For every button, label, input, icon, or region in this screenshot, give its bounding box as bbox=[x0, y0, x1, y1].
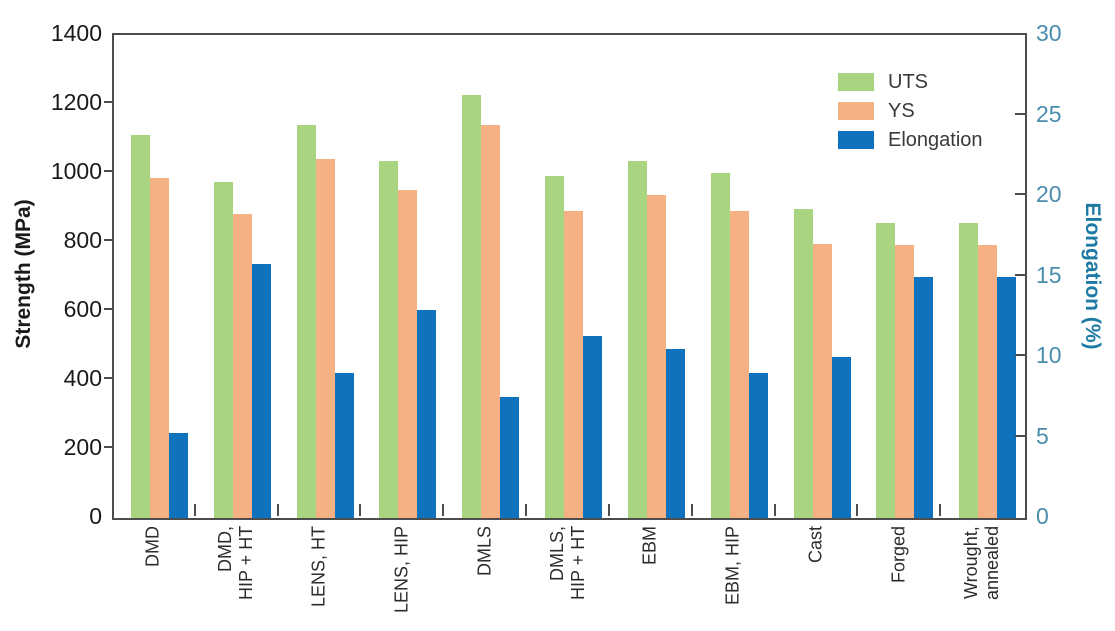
bar-ys-dmls bbox=[481, 124, 501, 518]
bar-elongation-lens-hip bbox=[417, 310, 437, 518]
right-axis-tick-30: 30 bbox=[1036, 20, 1062, 46]
legend-item-ys: YS bbox=[838, 101, 983, 121]
bar-ys-dmd bbox=[150, 178, 169, 518]
bar-elongation-dmd bbox=[169, 432, 188, 518]
bar-uts-lens-ht bbox=[296, 124, 316, 518]
bar-ys-lens-ht bbox=[315, 159, 335, 518]
legend-label-ys: YS bbox=[888, 100, 915, 122]
x-axis-label-lens-hip: LENS, HIP bbox=[391, 526, 412, 614]
right-axis-tick-5: 5 bbox=[1036, 422, 1049, 449]
bar-elongation-forged bbox=[914, 276, 934, 518]
right-axis-tick-15: 15 bbox=[1036, 261, 1062, 288]
x-axis-tick-mark bbox=[607, 504, 610, 516]
x-axis-tick-mark bbox=[773, 504, 776, 516]
bar-uts-wrought-annealed bbox=[959, 223, 979, 518]
right-tick-mark bbox=[1015, 434, 1027, 437]
bar-elongation-dmd-hip-ht bbox=[251, 263, 271, 518]
x-axis-label-ebm-hip: EBM, HIP bbox=[722, 526, 743, 606]
bar-elongation-dmls bbox=[500, 397, 520, 518]
right-axis-tick-10: 10 bbox=[1036, 342, 1062, 368]
legend: UTS YS Elongation bbox=[838, 72, 983, 150]
bar-ys-ebm-hip bbox=[729, 211, 749, 518]
bar-elongation-lens-ht bbox=[334, 373, 354, 518]
bar-elongation-ebm bbox=[665, 349, 685, 518]
left-tick-mark bbox=[104, 446, 113, 448]
left-axis-tick-1000: 1000 bbox=[50, 158, 102, 184]
left-axis-tick-800: 800 bbox=[63, 227, 102, 253]
legend-label-elongation: Elongation bbox=[888, 129, 983, 151]
left-tick-mark bbox=[104, 377, 113, 379]
left-axis-tick-600: 600 bbox=[63, 296, 102, 322]
legend-swatch-ys bbox=[838, 102, 874, 120]
x-axis-label-lens-ht: LENS, HT bbox=[308, 526, 329, 608]
x-axis-tick-mark bbox=[442, 504, 445, 516]
right-tick-mark bbox=[1015, 273, 1027, 276]
bar-ys-dmls-hip-ht bbox=[564, 211, 584, 518]
right-axis-tick-25: 25 bbox=[1036, 100, 1062, 127]
bar-ys-forged bbox=[895, 245, 915, 518]
right-tick-mark bbox=[1015, 112, 1027, 115]
bar-uts-dmd bbox=[131, 135, 150, 518]
x-axis-tick-mark bbox=[193, 504, 196, 516]
left-tick-mark bbox=[104, 308, 113, 310]
x-axis-tick-mark bbox=[690, 504, 693, 516]
legend-swatch-uts bbox=[838, 73, 874, 91]
left-tick-mark bbox=[104, 170, 113, 172]
x-axis-label-dmd-hip-ht: DMD, HIP + HT bbox=[215, 526, 257, 601]
x-axis-label-ebm: EBM bbox=[639, 526, 660, 566]
x-axis-label-forged: Forged bbox=[888, 526, 909, 584]
x-axis-tick-mark bbox=[359, 504, 362, 516]
x-axis-label-dmls: DMLS bbox=[474, 526, 495, 577]
right-axis-tick-20: 20 bbox=[1036, 181, 1062, 207]
bar-uts-forged bbox=[876, 223, 896, 518]
left-axis-tick-1200: 1200 bbox=[50, 89, 102, 115]
bar-elongation-cast bbox=[831, 357, 851, 518]
x-axis-label-dmd: DMD bbox=[142, 526, 163, 567]
bar-elongation-ebm-hip bbox=[748, 373, 768, 518]
bar-uts-dmls-hip-ht bbox=[545, 176, 565, 518]
right-axis-tick-0: 0 bbox=[1036, 503, 1049, 529]
bar-elongation-dmls-hip-ht bbox=[583, 336, 603, 518]
x-axis-label-dmls-hip-ht: DMLS, HIP + HT bbox=[546, 526, 588, 601]
x-axis-label-wrought-annealed: Wrought, annealed bbox=[960, 526, 1002, 601]
left-axis-tick-200: 200 bbox=[63, 434, 102, 460]
bar-ys-cast bbox=[812, 243, 832, 518]
x-axis-tick-mark bbox=[856, 504, 859, 516]
x-axis-tick-mark bbox=[939, 504, 942, 516]
bar-ys-lens-hip bbox=[398, 190, 418, 518]
bar-ys-wrought-annealed bbox=[978, 245, 998, 518]
bar-elongation-wrought-annealed bbox=[997, 276, 1017, 518]
x-axis-tick-mark bbox=[525, 504, 528, 516]
x-axis-tick-mark bbox=[276, 504, 279, 516]
legend-item-elongation: Elongation bbox=[838, 130, 983, 150]
bar-ys-dmd-hip-ht bbox=[232, 214, 252, 518]
bar-ys-ebm bbox=[646, 195, 666, 518]
left-axis-tick-0: 0 bbox=[89, 503, 102, 529]
left-tick-mark bbox=[104, 101, 113, 103]
left-axis-tick-1400: 1400 bbox=[50, 20, 102, 46]
bar-uts-lens-hip bbox=[379, 160, 399, 518]
legend-item-uts: UTS bbox=[838, 72, 983, 92]
left-axis-tick-400: 400 bbox=[63, 365, 102, 391]
bar-uts-ebm bbox=[627, 160, 647, 518]
legend-label-uts: UTS bbox=[888, 71, 928, 93]
right-tick-mark bbox=[1015, 193, 1027, 195]
bar-uts-ebm-hip bbox=[710, 173, 730, 518]
left-axis-title: Strength (MPa) bbox=[12, 199, 35, 349]
x-axis-label-cast: Cast bbox=[805, 526, 826, 564]
left-tick-mark bbox=[104, 239, 113, 241]
right-axis-title: Elongation (%) bbox=[1081, 202, 1104, 350]
legend-swatch-elongation bbox=[838, 131, 874, 149]
bar-uts-dmls bbox=[462, 95, 482, 518]
bar-uts-cast bbox=[793, 209, 813, 518]
right-tick-mark bbox=[1015, 354, 1027, 356]
bar-uts-dmd-hip-ht bbox=[213, 181, 233, 518]
plot-area bbox=[112, 33, 1027, 520]
